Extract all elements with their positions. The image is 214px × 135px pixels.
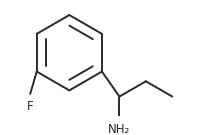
Text: F: F <box>27 100 34 113</box>
Text: NH₂: NH₂ <box>108 123 131 135</box>
